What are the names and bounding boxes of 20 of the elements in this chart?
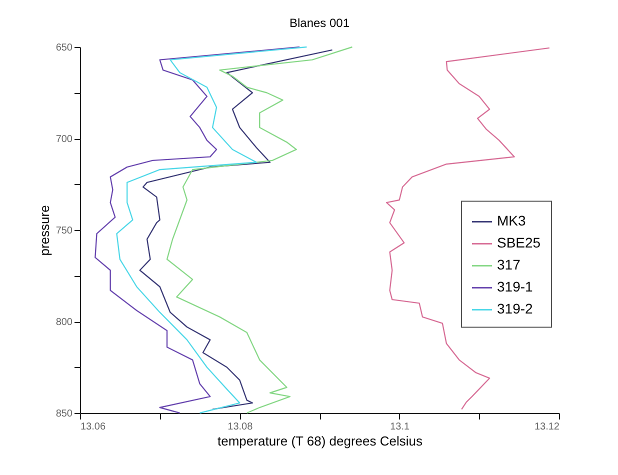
y-axis-title: pressure — [36, 205, 52, 256]
x-tick-label: 13.12 — [534, 422, 560, 432]
x-tick-label: 13.1 — [390, 422, 410, 432]
legend-label: 319-2 — [497, 300, 534, 317]
y-tick-label: 850 — [56, 408, 73, 420]
legend-label: 317 — [497, 256, 521, 273]
y-tick-label: 650 — [56, 42, 73, 54]
legend-label: 319-1 — [497, 278, 534, 295]
line-series — [386, 47, 550, 410]
line-series — [166, 46, 353, 414]
y-tick-label: 750 — [56, 226, 73, 236]
x-tick-label: 13.08 — [228, 422, 254, 432]
y-tick-label: 800 — [56, 317, 73, 328]
chart-title: Blanes 001 — [289, 16, 350, 30]
y-tick-label: 700 — [56, 134, 73, 145]
x-tick-label: 13.06 — [80, 422, 106, 432]
x-axis-title: temperature (T 68) degrees Celsius — [218, 434, 423, 448]
legend-label: MK3 — [497, 212, 526, 229]
line-series — [139, 49, 333, 410]
legend-label: SBE25 — [497, 234, 541, 251]
